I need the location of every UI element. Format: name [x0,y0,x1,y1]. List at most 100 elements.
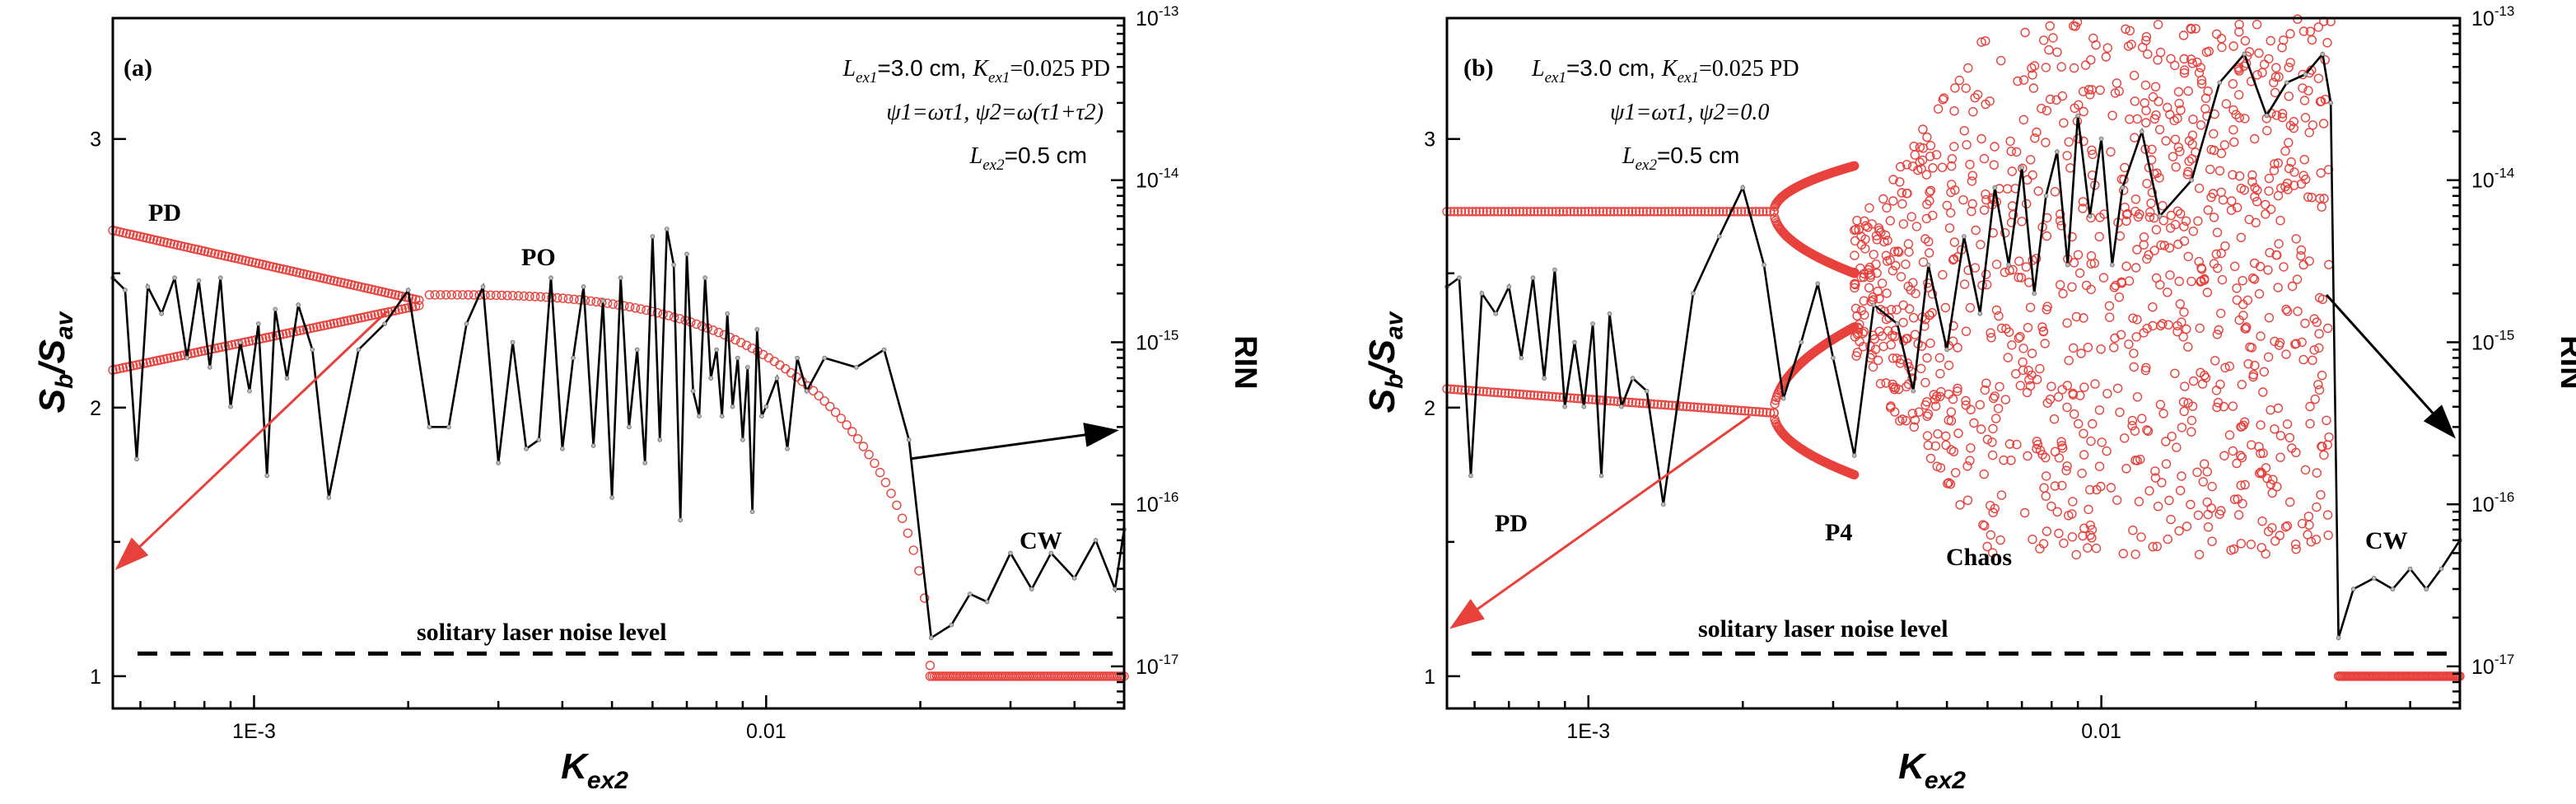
bifurcation-point [1707,207,1717,217]
chaos-point [2281,349,2291,359]
bifurcation-point [919,593,930,603]
chaos-point [2212,402,2222,413]
chaos-point [2322,510,2333,520]
chaos-point [2173,143,2184,152]
chaos-point [2267,523,2277,533]
chaos-point [2084,484,2095,495]
chaos-point [2125,114,2135,124]
bifurcation-point [1700,403,1710,413]
chaos-point [1892,305,1902,315]
chaos-point [1986,530,1996,540]
chaos-point [2310,394,2320,404]
chaos-point [2059,118,2069,128]
chaos-point [2115,407,2125,418]
chaos-point [2236,539,2247,549]
chaos-point [1888,196,1898,206]
chaos-point [2275,431,2286,441]
chaos-point [1859,296,1869,306]
chaos-point [1970,92,1980,103]
chaos-point [2299,96,2310,105]
bifurcation-point [183,242,193,252]
chaos-point [1914,407,1924,417]
chaos-point [2128,526,2138,535]
chaos-point [2067,282,2077,292]
chaos-point [1886,305,1897,315]
chaos-point [2119,433,2130,443]
bifurcation-point [282,329,292,339]
chaos-point [2044,44,2054,55]
chaos-point [1986,328,1995,338]
chaos-point [2045,395,2056,404]
chaos-point [2029,61,2040,71]
chaos-point [2166,54,2176,64]
chaos-point [2177,423,2187,432]
chaos-point [2021,262,2032,272]
chaos-point [2172,320,2182,331]
chaos-point [2155,320,2166,330]
chaos-point [2087,145,2097,156]
rin-point [968,591,973,596]
chaos-point [2042,526,2052,536]
chaos-point [2257,68,2267,77]
y-tick-label: 2 [1424,397,1435,420]
bifurcation-point [152,236,162,245]
bifurcation-point [1736,207,1747,217]
chaos-point [2187,130,2198,140]
chaos-point [2104,312,2115,322]
rin-point [581,284,586,289]
chaos-point [2228,41,2238,51]
bifurcation-point [1533,207,1543,217]
bifurcation-point [199,246,210,256]
chaos-point [2229,261,2240,271]
chaos-point [2023,366,2033,376]
bifurcation-point [530,292,540,302]
bifurcation-point [333,318,343,328]
chaos-point [1925,310,1934,320]
chaos-point [2264,313,2275,323]
chaos-point [1944,360,1954,371]
bifurcation-point [152,356,162,366]
chaos-point [1860,310,1869,320]
rin-point [600,298,605,304]
chaos-point [2042,302,2052,311]
bifurcation-point [339,278,349,288]
chaos-point [2142,425,2152,435]
chaos-point [2079,450,2089,460]
chaos-point [1976,240,1986,250]
bifurcation-point [864,450,874,460]
chaos-point [2262,125,2272,136]
chaos-point [1930,401,1941,411]
rin-point [159,311,165,316]
bifurcation-point [315,321,325,331]
bifurcation-point [1653,400,1663,409]
chaos-point [2152,541,2163,551]
chaos-point [1991,259,2002,269]
chaos-point [1897,199,1907,209]
y-tick-label: 3 [1424,129,1435,152]
bifurcation-point [1740,406,1750,416]
chaos-point [2161,437,2171,446]
chaos-point [2109,283,2120,292]
chaos-point [2068,497,2078,507]
chaos-point [2102,43,2113,53]
chaos-point [2206,144,2216,155]
chaos-point [2186,276,2196,287]
bifurcation-point [1500,207,1510,217]
chaos-point [2319,194,2329,203]
rin-point [2320,51,2326,57]
chaos-point [1953,386,1962,396]
chaos-point [1934,353,1945,363]
rin-point [671,262,676,268]
rin-point [1780,395,1786,401]
chaos-point [2296,245,2307,255]
chaos-point [2233,510,2244,520]
chaos-point [2170,60,2180,71]
chaos-point [2241,324,2251,334]
bifurcation-point [430,290,440,300]
chaos-point [1990,414,2001,423]
chaos-point [2074,268,2085,278]
chaos-point [1888,175,1898,185]
panel-a-ticks: 1E-3 0.01 1 2 3 10-17 10-16 10-15 10-14 10-13 [90,3,1178,743]
chaos-point [2172,206,2183,216]
